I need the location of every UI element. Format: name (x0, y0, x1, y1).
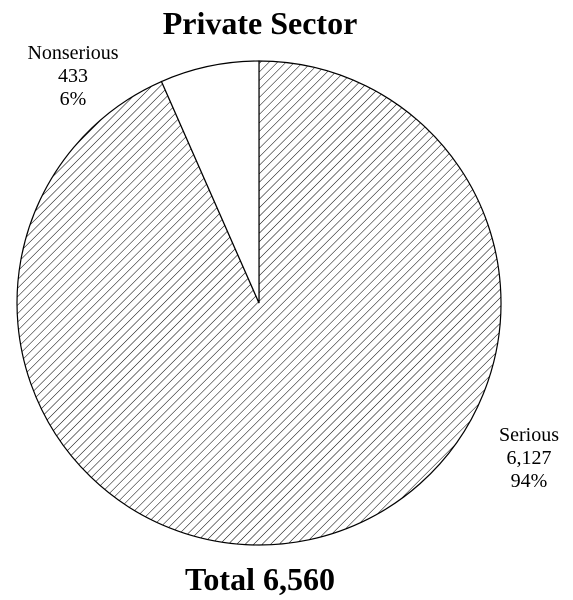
pie-slices (16, 60, 502, 546)
slice-name-nonserious: Nonserious (27, 42, 119, 64)
slice-label-serious: Serious 6,127 94% (486, 424, 572, 493)
slice-label-nonserious: Nonserious 433 6% (8, 42, 138, 111)
slice-percent-nonserious: 6% (59, 88, 87, 110)
chart-title: Private Sector (162, 5, 358, 41)
slice-name-serious: Serious (499, 424, 559, 446)
pie-slice-nonserious (160, 60, 260, 304)
slice-percent-serious: 94% (510, 470, 548, 492)
slice-value-serious: 6,127 (506, 447, 552, 469)
chart-total: Total 6,560 (185, 561, 335, 597)
slice-value-nonserious: 433 (58, 65, 88, 87)
